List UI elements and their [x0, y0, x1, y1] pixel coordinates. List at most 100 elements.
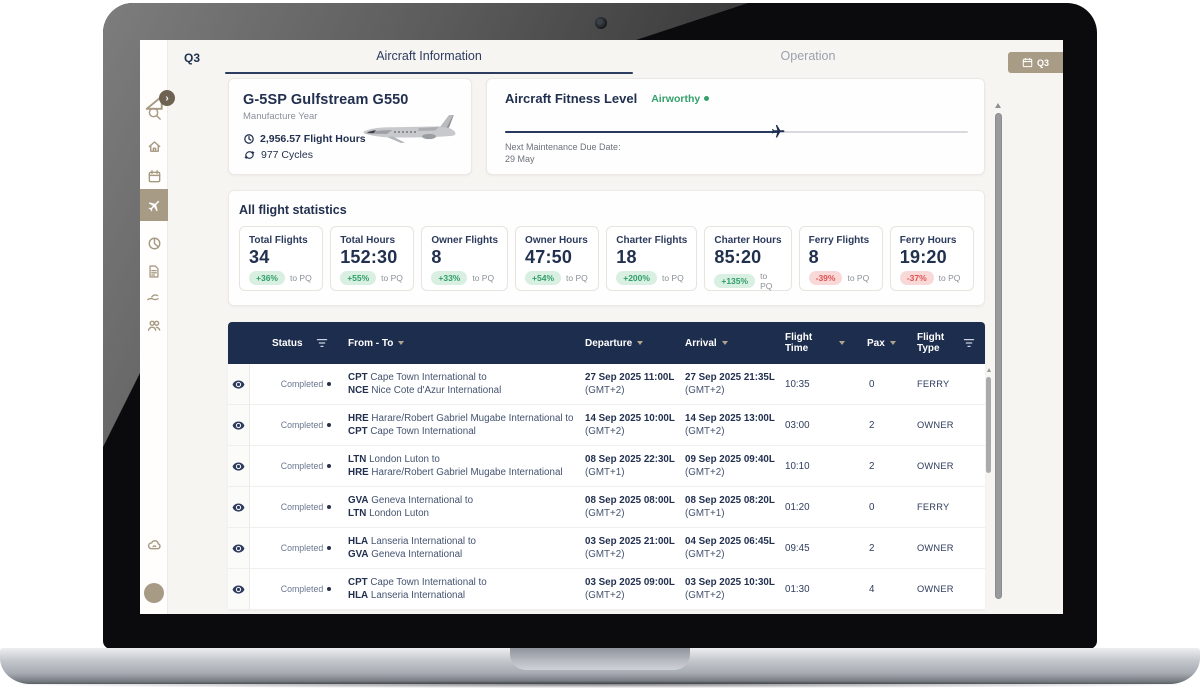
- cycles-row: 977 Cycles: [243, 149, 313, 161]
- stat-card: Owner Hours 47:50 +54% to PQ: [515, 226, 600, 291]
- sort-icon[interactable]: [889, 341, 896, 345]
- aircraft-title: G-5SP Gulfstream G550: [243, 92, 409, 108]
- change-badge: +36%: [249, 271, 285, 285]
- status-label: Completed: [280, 543, 324, 553]
- stat-card: Owner Flights 8 +33% to PQ: [421, 226, 509, 291]
- status-dot: [327, 546, 332, 550]
- pax-cell: 2: [869, 419, 875, 431]
- sidebar-item-flights-active[interactable]: [140, 189, 168, 221]
- stat-card: Charter Flights 18 +200% to PQ: [606, 226, 698, 291]
- scrollbar-thumb[interactable]: [995, 113, 1002, 599]
- webcam-dot: [595, 17, 607, 29]
- view-details-eye-icon[interactable]: [232, 542, 245, 555]
- main-scrollbar[interactable]: [994, 100, 1003, 608]
- fitness-card: Aircraft Fitness Level Airworthy Next Ma…: [486, 78, 985, 175]
- stat-value: 152:30: [340, 247, 398, 267]
- column-arrival[interactable]: Arrival: [677, 322, 777, 364]
- active-tab-underline: [225, 72, 633, 74]
- status-cell: Completed: [250, 528, 340, 568]
- stat-card: Total Flights 34 +36% to PQ: [239, 226, 324, 291]
- table-row[interactable]: Completed HLA Lanseria International to …: [228, 528, 985, 569]
- view-details-eye-icon[interactable]: [232, 419, 245, 432]
- scrollbar-thumb[interactable]: [986, 377, 991, 473]
- comparison-suffix: to PQ: [847, 273, 870, 283]
- flight-time-cell: 10:35: [785, 378, 810, 390]
- aircraft-card: G-5SP Gulfstream G550 Manufacture Year: [228, 78, 472, 175]
- statistics-pie-icon[interactable]: [140, 236, 168, 251]
- table-scrollbar[interactable]: [986, 366, 992, 612]
- flight-type-cell: FERRY: [917, 379, 950, 389]
- status-label: Completed: [280, 502, 324, 512]
- stat-value: 85:20: [714, 247, 762, 267]
- search-icon[interactable]: [140, 106, 168, 121]
- arrival-cell: 14 Sep 2025 13:00L (GMT+2): [685, 412, 775, 438]
- flight-time-cell: 03:00: [785, 419, 810, 431]
- departure-cell: 27 Sep 2025 11:00L (GMT+2): [585, 371, 675, 397]
- view-details-eye-icon[interactable]: [232, 460, 245, 473]
- stat-value: 8: [808, 247, 819, 267]
- table-row[interactable]: Completed HRE Harare/Robert Gabriel Muga…: [228, 405, 985, 446]
- home-icon[interactable]: [140, 139, 168, 154]
- crew-people-icon[interactable]: [140, 318, 168, 333]
- change-badge: +33%: [431, 271, 468, 285]
- change-badge: -39%: [808, 271, 843, 285]
- table-row[interactable]: Completed GVA Geneva International to LT…: [228, 487, 985, 528]
- status-dot: [327, 464, 332, 468]
- tab-aircraft-information[interactable]: Aircraft Information: [376, 49, 482, 63]
- sort-icon[interactable]: [721, 341, 728, 345]
- arrival-cell: 27 Sep 2025 21:35L (GMT+2): [685, 371, 775, 397]
- change-badge: +135%: [714, 274, 756, 288]
- filter-icon[interactable]: [963, 338, 975, 348]
- flight-time-cell: 10:10: [785, 460, 810, 472]
- app-window: › Q3 Aircraft Information Operation Q3 G…: [140, 40, 1063, 614]
- column-from-to[interactable]: From - To: [340, 322, 577, 364]
- change-badge: +54%: [525, 271, 562, 285]
- view-details-eye-icon[interactable]: [232, 501, 245, 514]
- user-avatar[interactable]: [144, 583, 164, 603]
- next-maintenance-label: Next Maintenance Due Date:: [505, 142, 621, 152]
- quarter-badge-button[interactable]: Q3: [1008, 52, 1063, 73]
- arrival-cell: 03 Sep 2025 10:30L (GMT+2): [685, 576, 775, 602]
- table-row[interactable]: Completed CPT Cape Town International to…: [228, 569, 985, 610]
- services-hand-icon[interactable]: [140, 290, 168, 303]
- sort-icon[interactable]: [637, 341, 644, 345]
- sort-icon[interactable]: [398, 341, 405, 345]
- aircraft-photo: [357, 111, 461, 156]
- stat-value: 18: [616, 247, 637, 267]
- documents-icon[interactable]: [140, 264, 168, 279]
- status-label: Completed: [280, 420, 324, 430]
- tab-operation[interactable]: Operation: [780, 49, 836, 63]
- support-icon[interactable]: [140, 538, 168, 551]
- stat-label: Total Hours: [340, 235, 396, 246]
- stats-title: All flight statistics: [239, 203, 347, 217]
- sort-icon[interactable]: [839, 341, 845, 345]
- sidebar-expand-chevron[interactable]: ›: [159, 90, 175, 106]
- calendar-icon[interactable]: [140, 169, 168, 184]
- stats-cards: Total Flights 34 +36% to PQ Total Hours …: [239, 226, 974, 291]
- comparison-suffix: to PQ: [938, 273, 961, 283]
- filter-icon[interactable]: [316, 338, 328, 348]
- flight-type-cell: OWNER: [917, 461, 954, 471]
- view-details-eye-icon[interactable]: [232, 583, 245, 596]
- column-flight-type[interactable]: Flight Type: [897, 322, 985, 364]
- route-cell: LTN London Luton to HRE Harare/Robert Ga…: [348, 453, 563, 479]
- column-status[interactable]: Status: [250, 322, 340, 364]
- stat-value: 19:20: [899, 247, 947, 267]
- airworthy-status: Airworthy: [651, 93, 709, 105]
- stat-label: Total Flights: [249, 235, 308, 246]
- status-dot: [327, 505, 332, 509]
- table-row[interactable]: Completed CPT Cape Town International to…: [228, 364, 985, 405]
- arrival-cell: 04 Sep 2025 06:45L (GMT+2): [685, 535, 775, 561]
- departure-cell: 14 Sep 2025 10:00L (GMT+2): [585, 412, 675, 438]
- column-departure[interactable]: Departure: [577, 322, 677, 364]
- calendar-icon: [1022, 58, 1033, 68]
- table-row[interactable]: Completed LTN London Luton to HRE Harare…: [228, 446, 985, 487]
- quarter-label: Q3: [184, 51, 201, 65]
- status-label: Completed: [280, 379, 324, 389]
- column-flight-time[interactable]: Flight Time: [777, 322, 853, 364]
- status-dot: [327, 587, 332, 591]
- stat-label: Ferry Flights: [808, 235, 870, 246]
- view-details-eye-icon[interactable]: [232, 378, 245, 391]
- column-pax[interactable]: Pax: [853, 322, 897, 364]
- next-maintenance: Next Maintenance Due Date: 29 May: [505, 141, 621, 165]
